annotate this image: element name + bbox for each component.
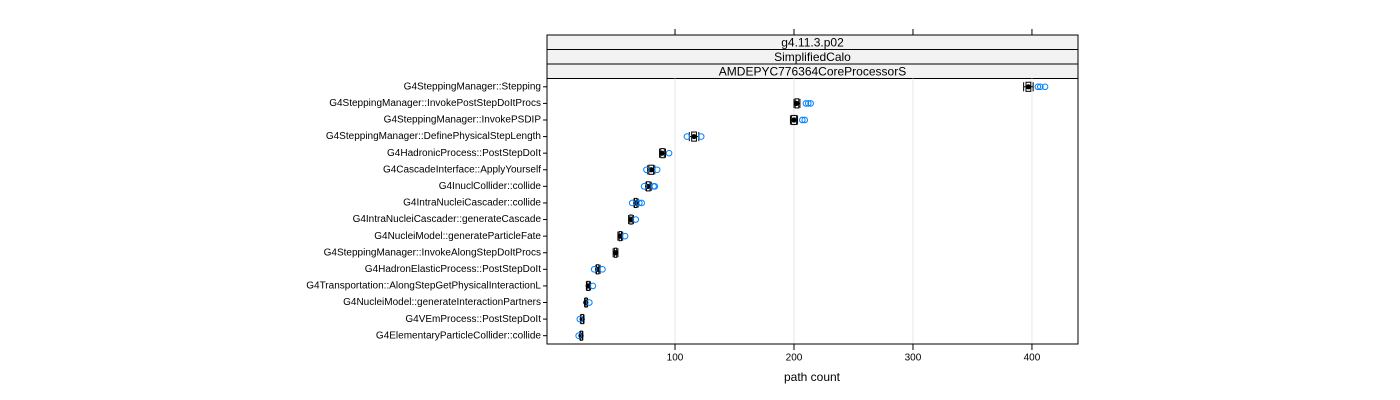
strip-text: AMDEPYC776364CoreProcessorS — [719, 64, 906, 78]
outlier — [653, 166, 661, 174]
median — [612, 250, 619, 256]
y-tick-label: G4VEmProcess::PostStepDoIt — [405, 314, 541, 325]
outlier — [586, 299, 593, 306]
y-tick-label: G4Transportation::AlongStepGetPhysicalIn… — [306, 281, 541, 292]
y-tick-label: G4SteppingManager::InvokeAlongStepDoItPr… — [324, 247, 541, 258]
y-tick-label: G4SteppingManager::DefinePhysicalStepLen… — [326, 131, 541, 142]
outlier — [640, 183, 648, 190]
y-tick-label: G4IntraNucleiCascader::generateCascade — [353, 214, 542, 225]
outlier — [1036, 83, 1044, 91]
x-axis-label: path count — [784, 370, 841, 384]
outlier — [632, 216, 640, 223]
y-tick-label: G4NucleiModel::generateParticleFate — [374, 231, 541, 242]
outlier — [1041, 83, 1049, 91]
median — [1025, 84, 1031, 90]
outlier — [590, 266, 598, 273]
y-tick-label: G4HadronicProcess::PostStepDoIt — [387, 148, 541, 159]
outlier — [804, 100, 812, 107]
outlier — [636, 199, 643, 207]
y-tick-label: G4InuclCollider::collide — [439, 181, 542, 192]
outlier — [799, 116, 806, 124]
outlier — [683, 133, 691, 140]
y-tick-label: G4HadronElasticProcess::PostStepDoIt — [365, 264, 541, 275]
outlier — [628, 199, 636, 207]
outlier — [807, 100, 814, 107]
median — [691, 133, 697, 140]
outlier — [697, 133, 705, 140]
outlier — [576, 315, 584, 323]
x-tick-label: 300 — [905, 353, 922, 364]
outlier — [643, 166, 650, 174]
y-tick-label: G4SteppingManager::InvokePSDIP — [384, 115, 542, 126]
median — [617, 233, 623, 239]
y-tick-label: G4SteppingManager::Stepping — [404, 81, 541, 92]
outlier — [1034, 83, 1042, 91]
outlier — [665, 149, 673, 157]
y-tick-label: G4IntraNucleiCascader::collide — [403, 198, 541, 209]
outlier — [599, 266, 606, 273]
median — [648, 167, 654, 173]
median — [585, 283, 591, 289]
strip-text: g4.11.3.p02 — [781, 35, 844, 49]
panel-border — [546, 34, 1079, 345]
outlier — [575, 332, 582, 340]
outlier — [801, 116, 809, 124]
outlier — [589, 282, 597, 290]
y-tick-label: G4NucleiModel::generateInteractionPartne… — [343, 297, 541, 308]
y-tick-label: G4SteppingManager::InvokePostStepDoItPro… — [329, 98, 541, 109]
x-tick-label: 100 — [667, 353, 684, 364]
strip-text: SimplifiedCalo — [774, 50, 851, 64]
median — [793, 100, 799, 106]
median — [628, 216, 634, 223]
outlier — [651, 183, 659, 190]
median — [659, 150, 665, 156]
x-tick-label: 200 — [786, 353, 803, 364]
outlier — [638, 199, 646, 207]
y-tick-label: G4ElementaryParticleCollider::collide — [376, 330, 542, 341]
median — [791, 117, 797, 123]
x-tick-label: 400 — [1024, 353, 1041, 364]
outlier — [802, 100, 810, 107]
outlier — [621, 232, 629, 240]
y-tick-label: G4CascadeInterface::ApplyYourself — [383, 164, 541, 175]
